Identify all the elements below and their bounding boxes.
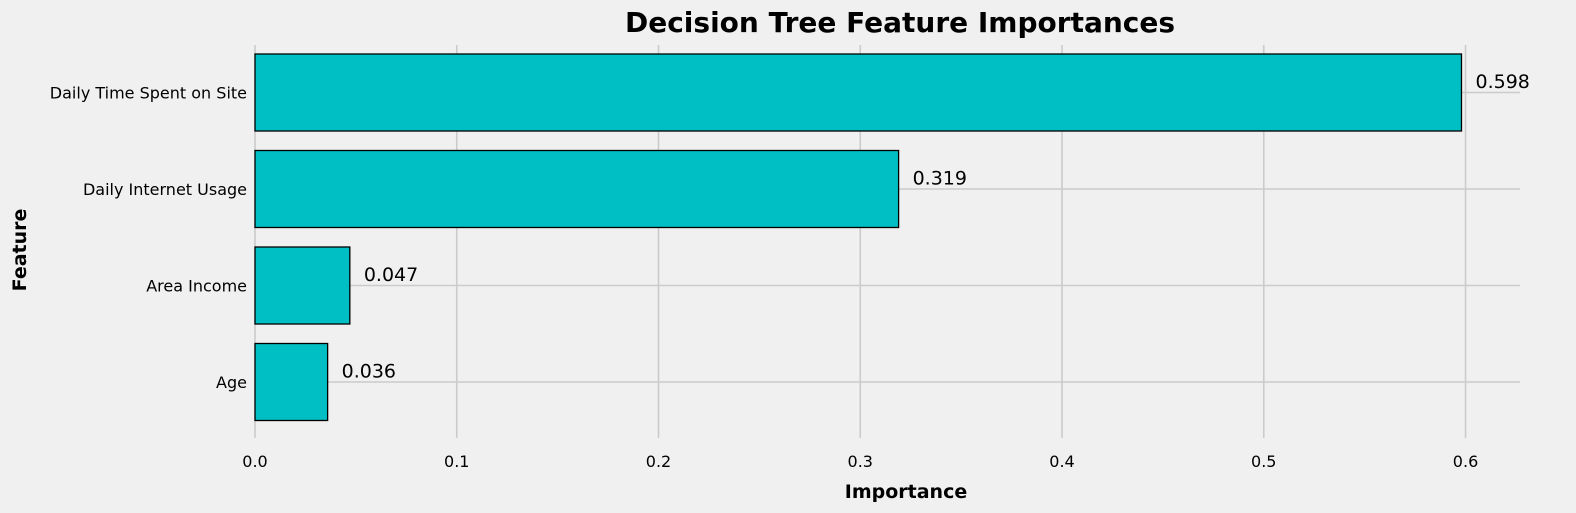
bar-value-label: 0.598 (1475, 71, 1529, 93)
x-tick-label: 0.3 (848, 452, 873, 471)
chart-title: Decision Tree Feature Importances (625, 6, 1175, 39)
labels: 0.0 0.1 0.2 0.3 0.4 0.5 0.6 Daily Time Spent on… (50, 71, 1530, 471)
x-tick-label: 0.5 (1251, 452, 1276, 471)
x-tick-label: 0.2 (646, 452, 671, 471)
bar (254, 342, 329, 422)
x-tick-label: 0.1 (444, 452, 469, 471)
y-tick-label: Area Income (146, 277, 247, 296)
y-tick-label: Daily Time Spent on Site (50, 84, 247, 103)
bar (254, 246, 351, 325)
bar-value-label: 0.047 (364, 264, 418, 286)
x-tick-label: 0.0 (242, 452, 267, 471)
bar-value-label: 0.036 (342, 361, 396, 383)
bar (254, 149, 900, 229)
y-axis-title: Feature (9, 209, 31, 292)
x-tick-label: 0.6 (1453, 452, 1478, 471)
y-tick-label: Daily Internet Usage (83, 180, 247, 199)
bar (254, 53, 1463, 132)
x-axis-title: Importance (845, 481, 967, 503)
bars (254, 53, 1463, 422)
x-tick-label: 0.4 (1049, 452, 1074, 471)
y-tick-label: Age (216, 373, 247, 392)
bar-value-label: 0.319 (913, 168, 967, 190)
